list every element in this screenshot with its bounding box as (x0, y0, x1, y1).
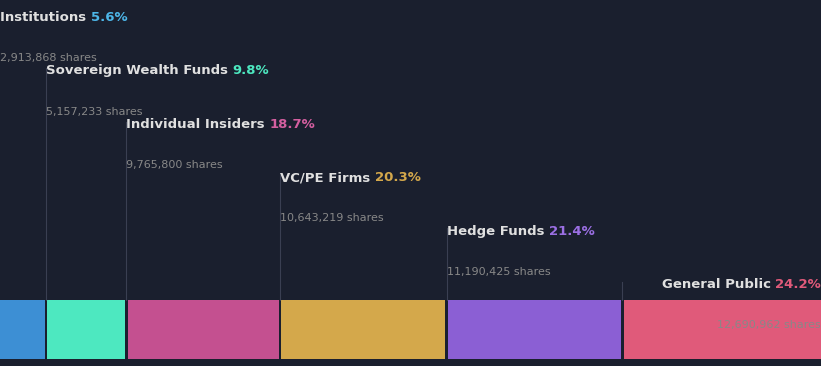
Bar (128, 300, 279, 359)
Text: 24.2%: 24.2% (775, 278, 821, 291)
Text: 5.6%: 5.6% (91, 11, 127, 24)
Text: VC/PE Firms: VC/PE Firms (280, 171, 375, 184)
Text: Sovereign Wealth Funds: Sovereign Wealth Funds (46, 64, 232, 78)
Text: 21.4%: 21.4% (548, 225, 594, 238)
Text: 10,643,219 shares: 10,643,219 shares (280, 213, 383, 223)
Bar (281, 300, 446, 359)
Text: 11,190,425 shares: 11,190,425 shares (447, 267, 550, 277)
Text: Individual Insiders: Individual Insiders (126, 118, 269, 131)
Text: 18.7%: 18.7% (269, 118, 315, 131)
Text: 2,913,868 shares: 2,913,868 shares (0, 53, 97, 63)
Text: 9,765,800 shares: 9,765,800 shares (126, 160, 223, 170)
Bar (624, 300, 821, 359)
Text: Institutions: Institutions (0, 11, 91, 24)
Bar (48, 300, 125, 359)
Text: 20.3%: 20.3% (375, 171, 420, 184)
Text: 9.8%: 9.8% (232, 64, 269, 78)
Bar (0, 300, 44, 359)
Text: Hedge Funds: Hedge Funds (447, 225, 548, 238)
Text: 12,690,962 shares: 12,690,962 shares (718, 320, 821, 330)
Bar (448, 300, 621, 359)
Text: 5,157,233 shares: 5,157,233 shares (46, 107, 143, 116)
Text: General Public: General Public (662, 278, 775, 291)
